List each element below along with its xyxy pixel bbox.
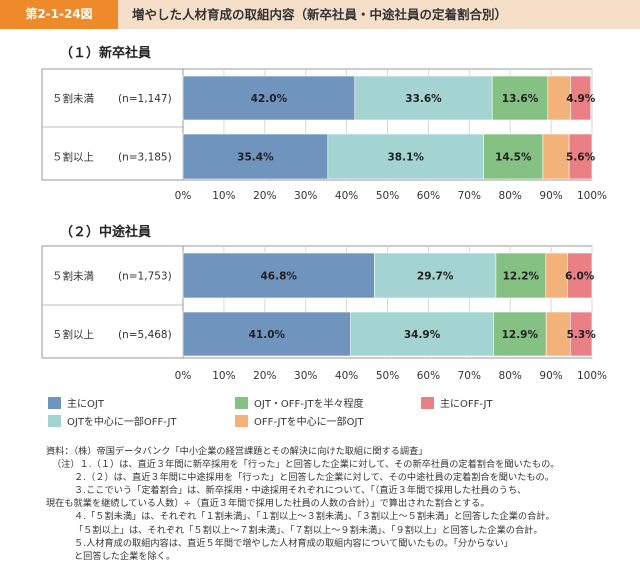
bar-segment: [545, 311, 571, 357]
legend-label: OJTを中心に一部OFF-JT: [67, 415, 177, 428]
bar-segment: [542, 133, 570, 180]
x-tick-label: 30%: [294, 370, 317, 382]
note-2: ２.（２）は、直近３年間に中途採用を「行った」と回答した企業に対して、その中途社…: [74, 472, 554, 484]
bar-segment: [182, 252, 375, 299]
legend-label: OJT・OFF-JTを半々程度: [254, 397, 364, 410]
legend-swatch: [48, 397, 61, 409]
category-n-label: (n=5,468): [118, 329, 172, 341]
x-tick-label: 10%: [212, 190, 235, 202]
x-tick-label: 70%: [458, 370, 481, 382]
data-label: 33.6%: [405, 93, 442, 105]
legend-swatch: [235, 397, 248, 409]
x-tick-label: 50%: [376, 190, 399, 202]
legend-swatch: [421, 397, 434, 409]
data-label: 12.9%: [502, 329, 539, 341]
data-label: 5.3%: [567, 329, 597, 341]
x-tick-label: 20%: [253, 190, 276, 202]
category-label: ５割以上: [52, 328, 94, 341]
bar-segment: [350, 311, 494, 357]
x-tick-label: 70%: [458, 190, 481, 202]
bar-segment: [182, 75, 356, 121]
x-tick-label: 40%: [335, 190, 358, 202]
legend-swatch: [235, 415, 248, 427]
x-tick-label: 80%: [499, 370, 522, 382]
legend-label: 主にOJT: [67, 398, 105, 410]
bar-segment: [570, 311, 593, 357]
x-tick-label: 60%: [417, 370, 440, 382]
bar-segment: [182, 133, 329, 180]
data-label: 13.6%: [502, 93, 539, 105]
data-label: 41.0%: [249, 329, 286, 341]
panel-title: （２）中途社員: [60, 224, 151, 240]
x-tick-label: 0%: [175, 370, 192, 382]
bar-segment: [182, 311, 351, 357]
x-tick-label: 50%: [376, 370, 399, 382]
data-label: 34.9%: [404, 329, 441, 341]
x-tick-label: 90%: [539, 190, 562, 202]
x-tick-label: 30%: [294, 190, 317, 202]
x-tick-label: 60%: [417, 190, 440, 202]
category-label: ５割以上: [52, 151, 94, 164]
bar-segment: [483, 133, 544, 180]
x-tick-label: 100%: [577, 370, 607, 382]
bar-segment: [570, 75, 592, 121]
note-1: （注）１.（１）は、直近３年間に新卒採用を「行った」と回答した企業に対して、その…: [52, 459, 560, 471]
data-label: 6.0%: [565, 271, 595, 283]
legend-swatch: [48, 415, 61, 427]
notes: 資料：（株）帝国データバンク「中小企業の経営課題とその解決に向けた取組に関する調…: [46, 445, 636, 563]
figure-number: 第2-1-24図: [0, 0, 118, 29]
data-label: 4.9%: [566, 93, 596, 105]
bar-segment: [327, 133, 484, 180]
note-5-cont: と回答した企業を除く。: [74, 550, 176, 562]
panel-title: （１）新卒社員: [60, 45, 151, 61]
data-label: 14.5%: [495, 152, 532, 164]
category-label: ５割未満: [52, 270, 94, 283]
bar-segment: [374, 252, 497, 299]
legend-label: 主にOFF-JT: [440, 398, 493, 410]
x-tick-label: 90%: [539, 370, 562, 382]
note-3-cont: 現在も就業を継続している人数）÷（直近３年間で採用した社員の人数の合計）」で算出…: [46, 498, 490, 510]
bar-segment: [491, 75, 549, 121]
category-n-label: (n=3,185): [118, 152, 172, 164]
bar-segment: [493, 311, 547, 357]
category-n-label: (n=1,753): [118, 271, 172, 283]
note-4-cont: 「５割以上」は、それぞれ「５割以上～７割未満」、「７割以上～９割未満」、「９割以…: [74, 524, 543, 536]
data-label: 12.2%: [503, 271, 540, 283]
x-tick-label: 0%: [175, 190, 192, 202]
data-label: 42.0%: [251, 93, 288, 105]
category-n-label: (n=1,147): [118, 93, 172, 105]
data-label: 35.4%: [237, 152, 274, 164]
note-3: ３.ここでいう「定着割合」は、新卒採用・中途採用それぞれについて、「（直近３年間…: [74, 485, 527, 497]
data-label: 5.6%: [566, 152, 596, 164]
data-label: 29.7%: [417, 271, 454, 283]
data-label: 46.8%: [260, 271, 297, 283]
x-tick-label: 20%: [253, 370, 276, 382]
legend-label: OFF-JTを中心に一部OJT: [254, 415, 364, 428]
data-label: 38.1%: [387, 152, 424, 164]
note-5: ５.人材育成の取組内容は、直近５年間で増やした人材育成の取組内容について聞いたも…: [74, 537, 514, 549]
x-tick-label: 10%: [212, 370, 235, 382]
x-tick-label: 40%: [335, 370, 358, 382]
x-tick-label: 100%: [577, 190, 607, 202]
category-label: ５割未満: [52, 92, 94, 105]
figure-title: 増やした人材育成の取組内容（新卒社員・中途社員の定着割合別）: [132, 7, 508, 22]
figure-header: 第2-1-24図 増やした人材育成の取組内容（新卒社員・中途社員の定着割合別）: [0, 0, 640, 29]
note-4: ４.「５割未満」は、それぞれ「１割未満」、「１割以上～３割未満」、「３割以上～５…: [74, 511, 555, 523]
bar-segment: [568, 133, 593, 180]
x-tick-label: 80%: [499, 190, 522, 202]
bar-segment: [567, 252, 593, 299]
stacked-bar-chart: （１）新卒社員 ５割未満 (n=1,147) 42.0% 33.6% 13.6% 4.9% ５…: [41, 45, 607, 428]
note-source: 資料：（株）帝国データバンク「中小企業の経営課題とその解決に向けた取組に関する調…: [46, 446, 428, 457]
